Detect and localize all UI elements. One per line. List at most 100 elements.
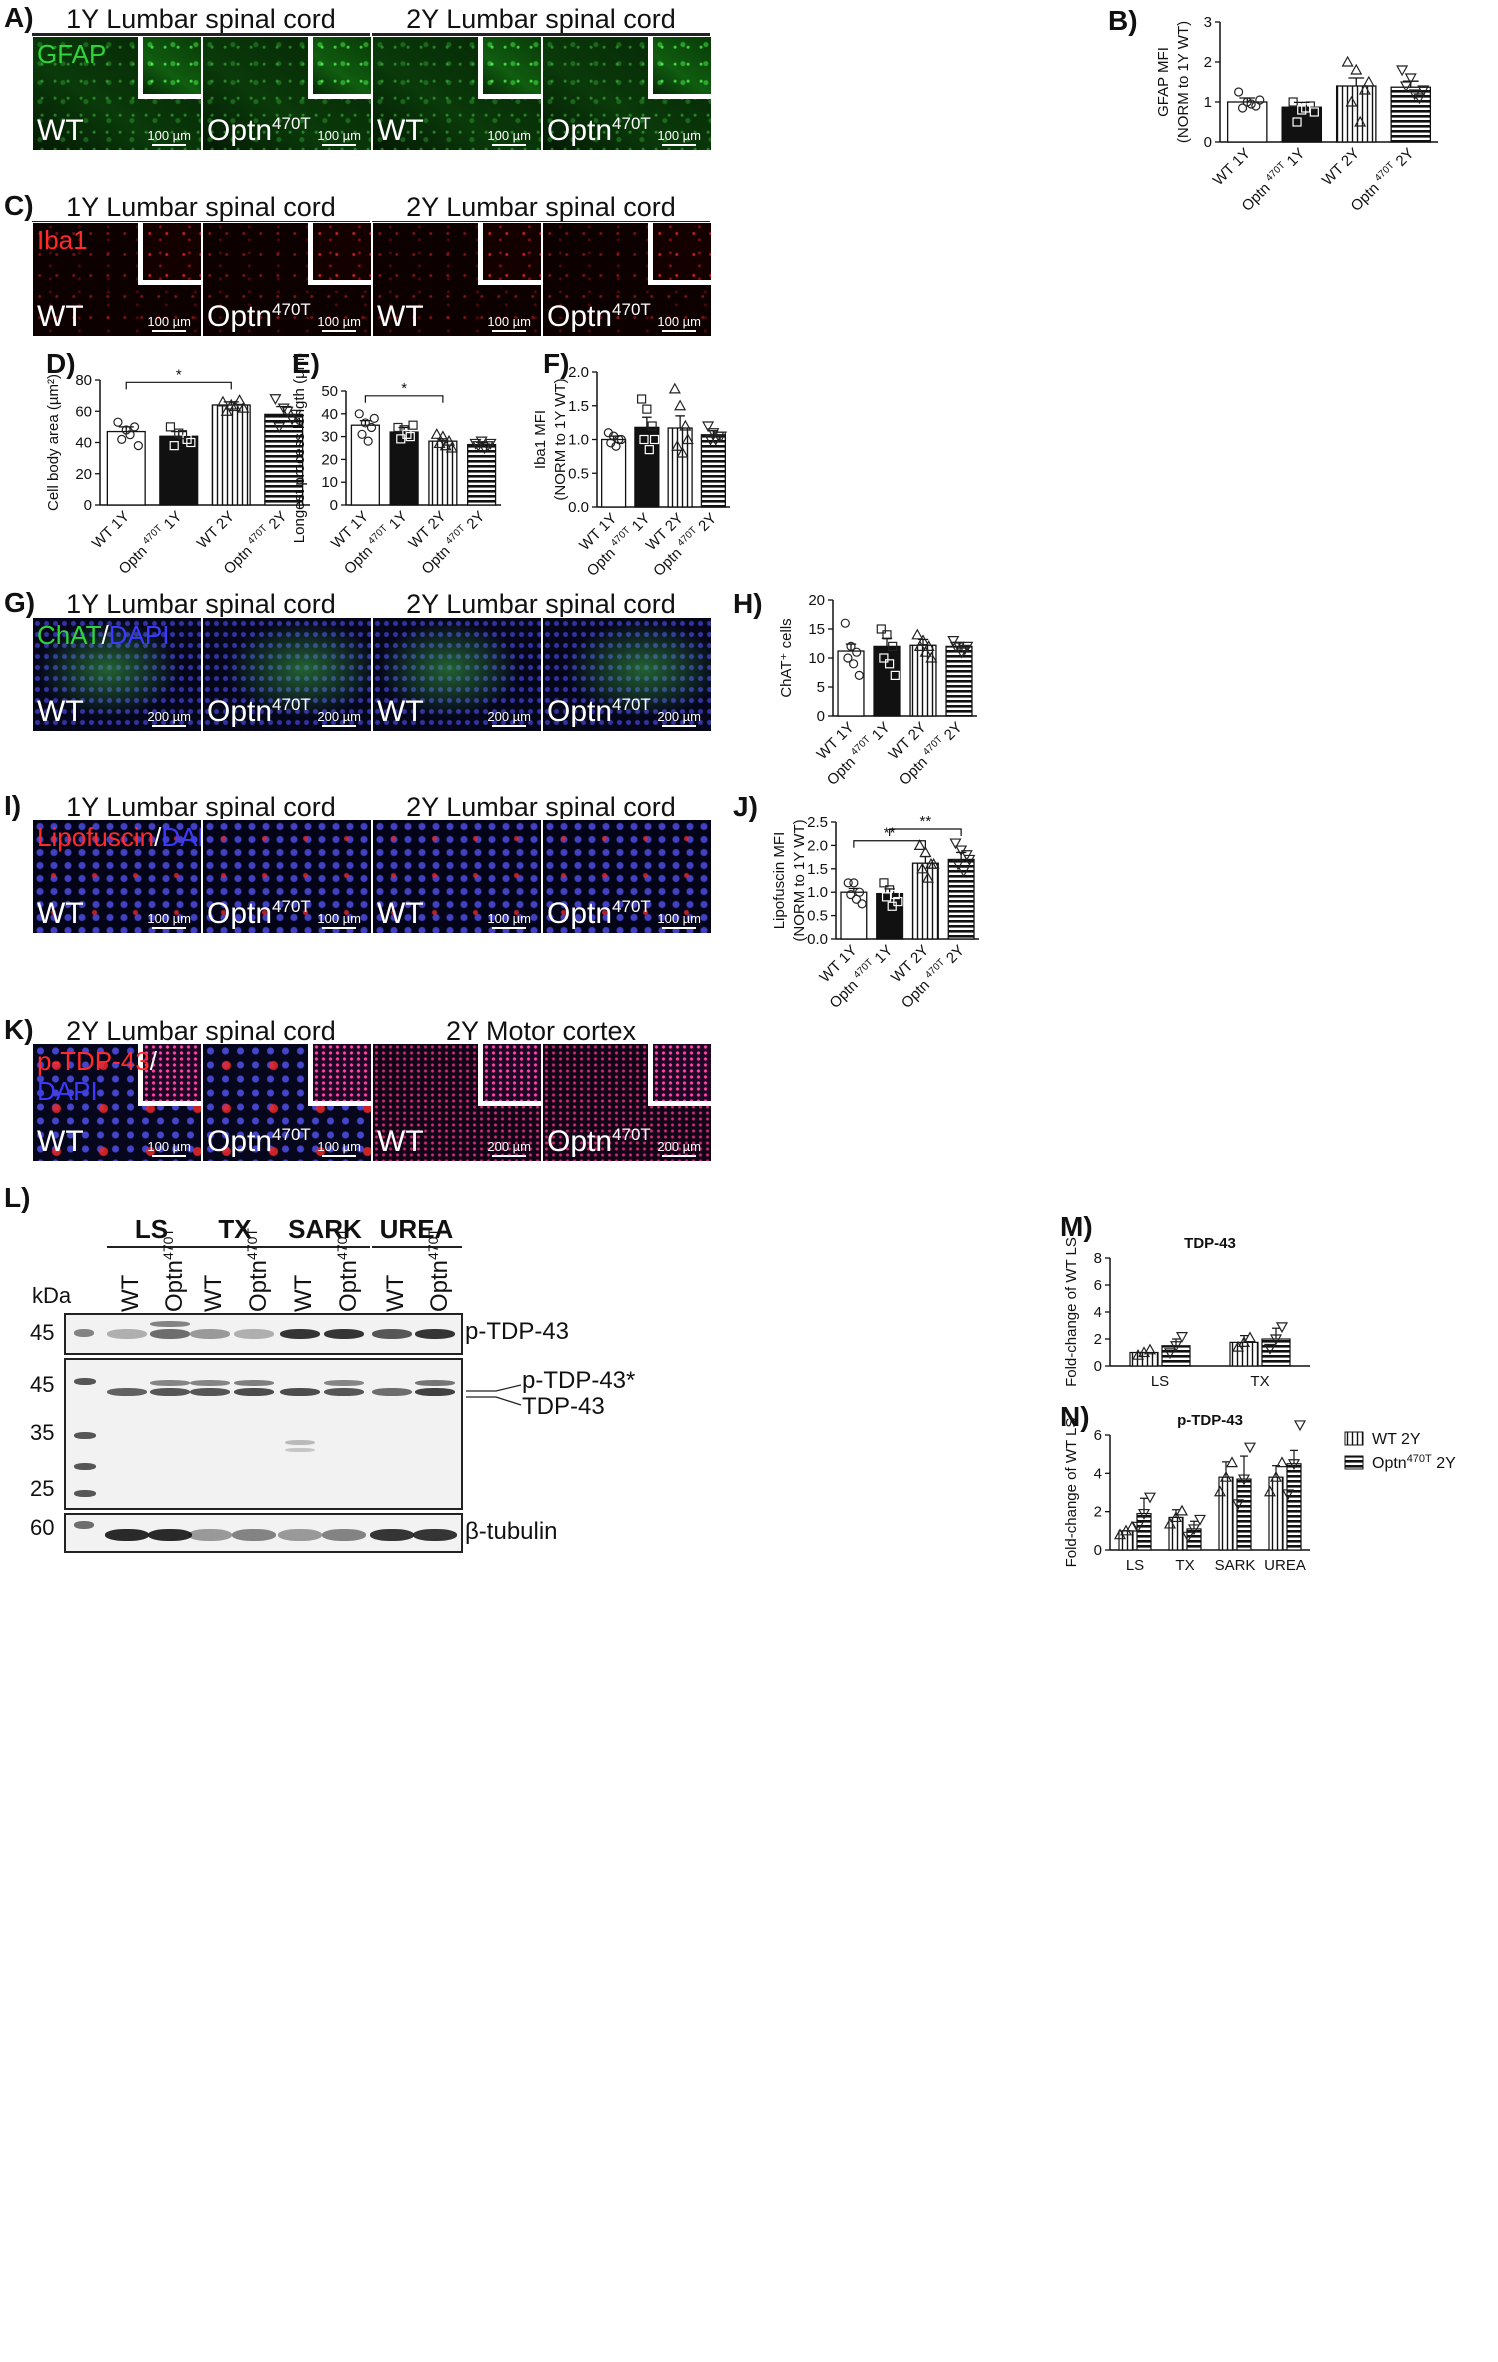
axis-label: Lipofuscin MFI	[771, 832, 788, 930]
lane-label: WT	[290, 1274, 317, 1312]
region-title: 2Y Lumbar spinal cord	[406, 589, 676, 619]
region-title: 2Y Lumbar spinal cord	[406, 192, 676, 222]
chart-M: M) 0 2 4 6 8 Fold-change of WT LS TDP-43 LS TX	[1060, 1211, 1310, 1390]
band	[148, 1529, 192, 1541]
genotype-label: Optn470T	[207, 695, 311, 728]
tick-label: 0.0	[568, 499, 589, 516]
panel-label-A: A)	[4, 2, 34, 33]
panel-label-K: K)	[4, 1014, 34, 1045]
genotype-label: WT	[37, 695, 84, 728]
tick-label: 60	[75, 403, 92, 420]
band	[324, 1329, 364, 1339]
tick-label: 0	[330, 497, 338, 514]
bar	[1236, 1478, 1252, 1551]
category-label: TX	[1175, 1557, 1194, 1574]
bar	[700, 434, 726, 508]
band	[107, 1329, 147, 1339]
band	[150, 1321, 190, 1327]
chart-title: TDP-43	[1184, 1235, 1236, 1252]
fraction-label: TX	[218, 1214, 252, 1244]
category-label: LS	[1151, 1373, 1169, 1390]
tick-label: 15	[808, 621, 825, 638]
axis-label: ChAT⁺ cells	[778, 618, 795, 697]
genotype-label: Optn470T	[547, 1125, 651, 1158]
zoom-inset	[308, 37, 371, 99]
zoom-inset	[308, 223, 371, 285]
scale-bar: 100 µm	[147, 1139, 191, 1157]
zoom-inset	[648, 1044, 711, 1106]
legend-optn: Optn470T 2Y	[1372, 1453, 1456, 1472]
zoom-inset	[648, 37, 711, 99]
panel-label-H: H)	[733, 588, 763, 619]
region-title: 2Y Lumbar spinal cord	[406, 792, 676, 822]
region-title: 1Y Lumbar spinal cord	[66, 792, 336, 822]
bar	[837, 650, 865, 717]
stain-label: GFAP	[37, 39, 107, 69]
micrograph: WT 100 µm Lipofuscin/DAPI	[32, 819, 202, 934]
tick-label: 20	[321, 451, 338, 468]
band	[234, 1329, 274, 1339]
band	[234, 1380, 274, 1386]
scale-bar: 100 µm	[657, 128, 701, 146]
micrograph: WT 100 µm p-TDP-43/DAPI	[32, 1043, 202, 1162]
band	[372, 1388, 412, 1396]
tick-label: 2	[1094, 1331, 1102, 1348]
band-label: p-TDP-43	[465, 1318, 570, 1345]
tick-label: 40	[321, 406, 338, 423]
band	[232, 1529, 276, 1541]
fraction-label: SARK	[288, 1214, 362, 1244]
region-title: 2Y Motor cortex	[445, 1016, 637, 1046]
band	[324, 1388, 364, 1396]
micrograph: WT 100 µm	[372, 222, 542, 337]
panel-label-D: D)	[46, 348, 76, 379]
band	[280, 1388, 320, 1396]
chart-E: E) 0 10 20 30 40 50 Longest process length (µm)…	[291, 348, 501, 578]
scale-bar: 100 µm	[317, 1139, 361, 1157]
tick-label: 2.0	[568, 364, 589, 381]
bar	[264, 413, 304, 506]
tick-label: 6	[1094, 1427, 1102, 1444]
chart-F: F) 0.0 0.5 1.0 1.5 2.0 Iba1 MFI (NORM to 1Y WT)…	[532, 348, 730, 580]
band	[415, 1388, 455, 1396]
scale-bar: 100 µm	[657, 314, 701, 332]
zoom-inset	[478, 1044, 541, 1106]
band-connector	[466, 1384, 522, 1406]
band	[413, 1529, 457, 1541]
genotype-label: Optn470T	[207, 300, 311, 333]
tick-label: 1.0	[807, 884, 828, 901]
bar	[840, 891, 868, 940]
micrograph: Optn470T 100 µm	[202, 222, 372, 337]
zoom-inset	[138, 1044, 201, 1106]
fraction-label: LS	[134, 1214, 169, 1244]
tick-label: 10	[321, 474, 338, 491]
scale-bar: 100 µm	[147, 128, 191, 146]
bar	[211, 404, 251, 506]
micrograph: WT 200 µm	[372, 1043, 542, 1162]
panel-label-C: C)	[4, 190, 34, 221]
mw-marker: 35	[30, 1420, 55, 1445]
band	[105, 1529, 149, 1541]
bar	[1168, 1516, 1184, 1551]
fraction-underline	[190, 1246, 280, 1248]
scale-bar: 100 µm	[657, 911, 701, 929]
micrograph: Optn470T 200 µm	[542, 617, 712, 732]
genotype-label: WT	[377, 300, 424, 333]
fraction-underline	[371, 1246, 462, 1248]
fraction-underline	[106, 1246, 197, 1248]
tick-label: 0	[817, 708, 825, 725]
mw-marker: 45	[30, 1372, 55, 1397]
lane-label: Optn470T	[425, 1228, 453, 1312]
genotype-label: WT	[377, 1125, 424, 1158]
chart-legend: WT 2Y Optn470T 2Y	[1344, 1431, 1456, 1472]
band	[74, 1378, 96, 1385]
scale-bar: 200 µm	[147, 709, 191, 727]
tick-label: 1.0	[568, 432, 589, 449]
tick-label: 6	[1094, 1277, 1102, 1294]
band	[188, 1529, 232, 1541]
stain-label: ChAT/DAPI	[37, 620, 170, 650]
axis-label: Longest process length (µm)	[291, 353, 308, 543]
